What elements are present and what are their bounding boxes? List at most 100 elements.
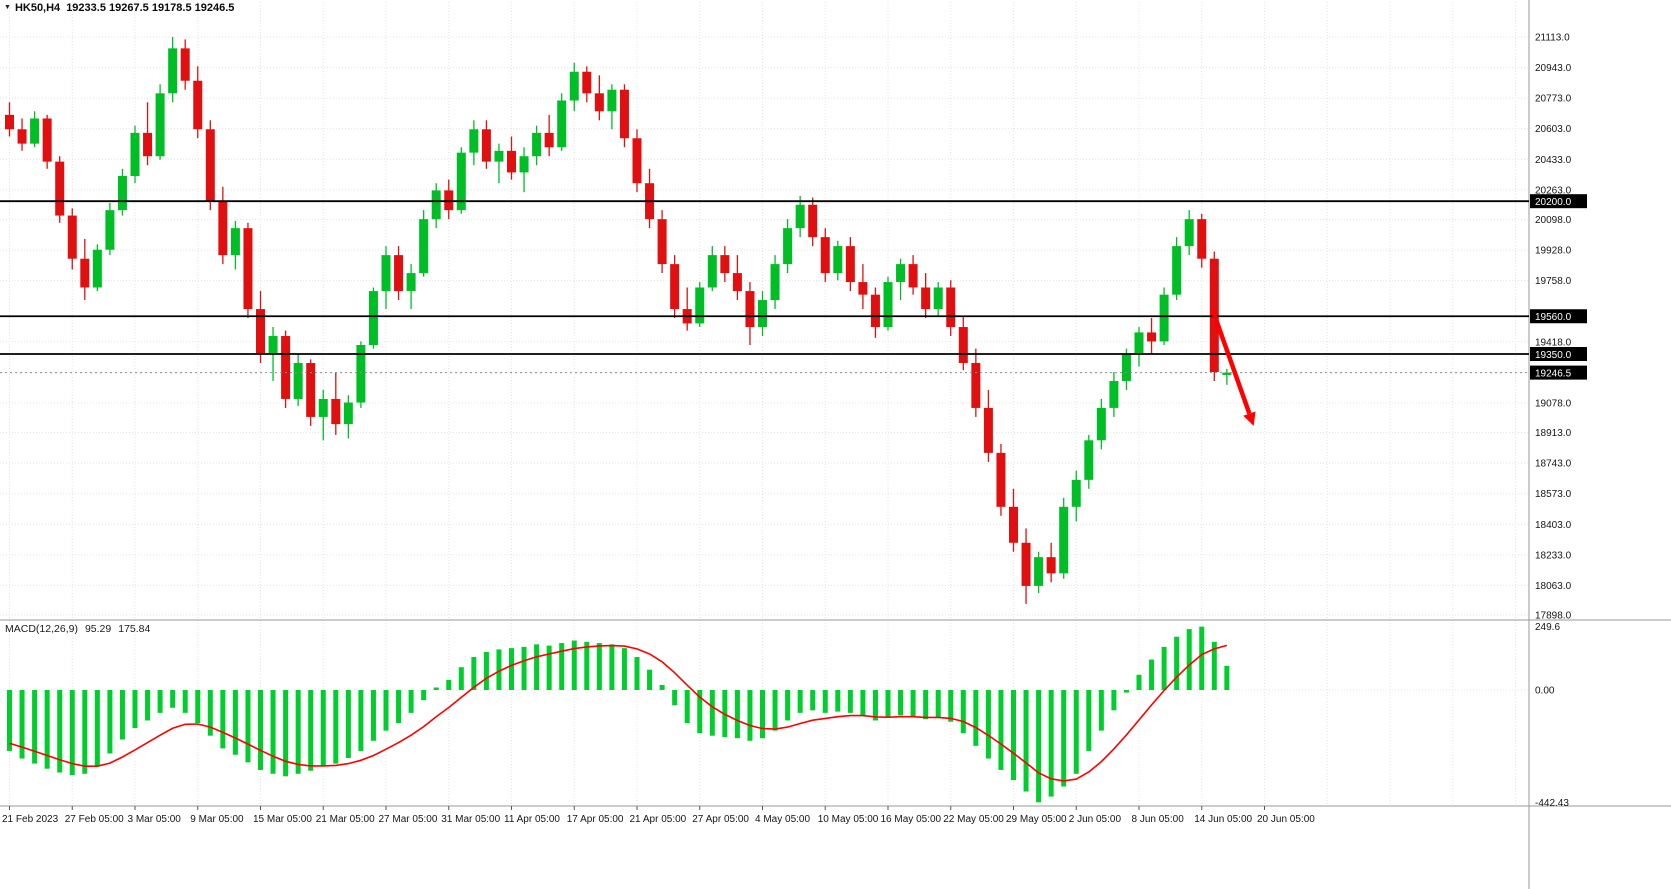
candle-body xyxy=(243,228,253,310)
candle-body xyxy=(783,228,793,265)
candle-body xyxy=(1147,332,1157,342)
candle-body xyxy=(695,287,705,324)
candle-body xyxy=(1084,440,1094,480)
macd-indicator-label: MACD(12,26,9) 95.29 175.84 xyxy=(5,623,150,635)
trend-arrow-shaft[interactable] xyxy=(1210,308,1252,415)
time-axis[interactable] xyxy=(0,806,1671,889)
macd-histogram-bar xyxy=(760,690,765,739)
candle-body xyxy=(5,114,14,130)
macd-histogram-bar xyxy=(609,644,615,691)
macd-histogram-bar xyxy=(659,684,665,691)
macd-histogram-bar xyxy=(345,690,351,759)
current-price-label: 19246.5 xyxy=(1535,369,1572,380)
candle-body xyxy=(419,219,429,274)
candle-body xyxy=(870,294,880,328)
candle-body xyxy=(833,246,843,274)
macd-histogram-bar xyxy=(584,641,590,691)
candle-body xyxy=(180,48,190,81)
candle-body xyxy=(720,255,730,274)
macd-histogram-bar xyxy=(822,690,828,713)
candle-body xyxy=(155,93,165,157)
candle-body xyxy=(105,210,115,250)
macd-histogram-bar xyxy=(1186,629,1192,691)
candle-body xyxy=(1197,219,1207,259)
time-tick-label: 21 Feb 2023 xyxy=(2,814,59,825)
macd-histogram-bar xyxy=(985,690,991,759)
macd-histogram-bar xyxy=(684,690,690,724)
candle-body xyxy=(406,273,416,292)
macd-histogram-bar xyxy=(421,690,427,701)
candle-body xyxy=(494,150,504,162)
price-tick-label: 18403.0 xyxy=(1535,520,1572,531)
macd-histogram-bar xyxy=(935,690,941,718)
macd-histogram-bar xyxy=(709,690,715,736)
candle-body xyxy=(569,71,579,101)
macd-histogram-bar xyxy=(747,690,753,741)
time-tick-label: 22 May 05:00 xyxy=(943,814,1004,825)
macd-histogram-bar xyxy=(1136,674,1142,691)
candle-body xyxy=(17,129,27,144)
macd-histogram-bar xyxy=(847,690,853,713)
macd-histogram-bar xyxy=(1123,690,1129,693)
macd-tick-label: -442.43 xyxy=(1535,798,1569,809)
time-tick-label: 17 Apr 05:00 xyxy=(567,814,624,825)
price-level-label-box xyxy=(1530,309,1587,324)
macd-histogram-bar xyxy=(1011,690,1016,781)
macd-name: MACD(12,26,9) xyxy=(5,623,78,635)
macd-histogram-bar xyxy=(1073,690,1079,774)
candle-body xyxy=(845,246,855,283)
symbol-timeframe-label: HK50,H4 xyxy=(14,2,61,14)
price-tick-label: 19418.0 xyxy=(1535,337,1572,348)
candle-body xyxy=(770,264,780,301)
price-tick-label: 18063.0 xyxy=(1535,581,1572,592)
candle-body xyxy=(532,132,542,157)
candle-body xyxy=(795,204,805,229)
candle-body xyxy=(67,215,77,259)
macd-histogram-bar xyxy=(1211,641,1217,691)
price-axis[interactable] xyxy=(1529,0,1671,806)
macd-histogram-bar xyxy=(308,690,314,771)
candle-body xyxy=(1046,557,1056,574)
candle-body xyxy=(481,129,491,162)
symbol-dropdown-icon[interactable]: ▼ xyxy=(4,4,11,11)
macd-histogram-bar xyxy=(195,690,201,724)
time-tick-label: 27 Mar 05:00 xyxy=(379,814,438,825)
candle-body xyxy=(343,402,353,425)
time-tick-label: 21 Mar 05:00 xyxy=(316,814,375,825)
candle-body xyxy=(318,398,328,417)
candle-body xyxy=(896,264,906,283)
price-tick-label: 17898.0 xyxy=(1535,611,1572,622)
macd-histogram-bar xyxy=(596,643,602,691)
macd-histogram-bar xyxy=(370,690,376,741)
macd-histogram-bar xyxy=(496,649,502,691)
price-tick-label: 19078.0 xyxy=(1535,398,1572,409)
price-tick-label: 18913.0 xyxy=(1535,428,1572,439)
macd-histogram-bar xyxy=(295,690,301,774)
macd-histogram-bar xyxy=(57,690,63,773)
macd-histogram-bar xyxy=(258,690,263,770)
candle-body xyxy=(1109,380,1119,408)
candle-body xyxy=(331,398,341,425)
candle-body xyxy=(193,80,203,130)
candle-body xyxy=(908,264,918,288)
candle-body xyxy=(1021,542,1031,586)
macd-histogram-bar xyxy=(948,690,954,722)
time-tick-label: 11 Apr 05:00 xyxy=(504,814,560,825)
macd-histogram-bar xyxy=(471,657,477,691)
candle-body xyxy=(1009,506,1018,543)
time-tick-label: 14 Jun 05:00 xyxy=(1194,814,1252,825)
trend-arrow-head[interactable] xyxy=(1243,411,1256,426)
price-tick-label: 18573.0 xyxy=(1535,489,1572,500)
candle-body xyxy=(883,282,893,328)
current-price-label-box xyxy=(1530,365,1587,380)
candle-body xyxy=(1222,372,1232,375)
candle-body xyxy=(356,345,366,403)
macd-histogram-bar xyxy=(1199,626,1205,691)
macd-histogram-bar xyxy=(772,690,778,731)
time-tick-label: 15 Mar 05:00 xyxy=(253,814,312,825)
macd-histogram-bar xyxy=(734,690,740,739)
candle-body xyxy=(758,300,767,328)
macd-histogram-bar xyxy=(182,690,188,713)
